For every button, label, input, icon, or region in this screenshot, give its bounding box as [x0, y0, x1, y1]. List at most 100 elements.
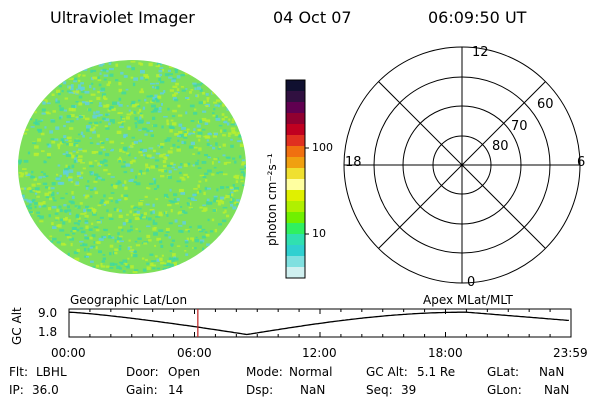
- earth-speckle: [135, 212, 140, 216]
- earth-speckle: [97, 79, 102, 82]
- earth-speckle: [84, 222, 89, 224]
- earth-speckle: [154, 98, 158, 101]
- earth-speckle: [94, 191, 99, 195]
- earth-speckle: [85, 205, 90, 208]
- earth-speckle: [62, 221, 66, 225]
- earth-speckle: [176, 75, 181, 79]
- earth-speckle: [172, 97, 177, 101]
- time-label: 06:09:50 UT: [428, 8, 527, 27]
- earth-speckle: [82, 149, 87, 153]
- earth-speckle: [34, 145, 39, 149]
- mlt-label-12: 12: [472, 45, 489, 60]
- earth-speckle: [86, 253, 92, 256]
- earth-speckle: [40, 119, 44, 122]
- earth-speckle: [77, 158, 83, 162]
- earth-speckle: [73, 251, 79, 255]
- earth-speckle: [130, 225, 133, 228]
- earth-speckle: [61, 242, 66, 246]
- earth-speckle: [166, 196, 169, 198]
- earth-speckle: [64, 139, 69, 141]
- earth-speckle: [188, 206, 193, 209]
- earth-speckle: [109, 67, 114, 71]
- earth-speckle: [24, 171, 28, 175]
- earth-speckle: [171, 239, 175, 242]
- earth-speckle: [112, 184, 118, 188]
- earth-speckle: [229, 201, 233, 204]
- earth-speckle: [150, 134, 154, 137]
- earth-speckle: [164, 73, 170, 77]
- earth-speckle: [57, 224, 62, 228]
- earth-speckle: [155, 198, 159, 201]
- earth-speckle: [131, 67, 135, 71]
- earth-speckle: [130, 265, 134, 269]
- earth-speckle: [95, 177, 98, 181]
- earth-speckle: [123, 75, 128, 78]
- earth-speckle: [161, 103, 163, 106]
- earth-speckle: [193, 247, 197, 250]
- earth-speckle: [183, 136, 188, 139]
- earth-speckle: [119, 209, 122, 213]
- earth-speckle: [198, 138, 201, 142]
- earth-speckle: [25, 173, 31, 176]
- earth-speckle: [68, 107, 74, 112]
- earth-speckle: [221, 200, 225, 205]
- earth-speckle: [140, 154, 146, 157]
- earth-speckle: [242, 184, 246, 187]
- earth-speckle: [89, 137, 92, 139]
- earth-speckle: [69, 237, 74, 241]
- earth-speckle: [174, 257, 179, 261]
- earth-speckle: [116, 208, 119, 212]
- earth-speckle: [96, 142, 100, 145]
- earth-speckle: [68, 78, 73, 80]
- earth-speckle: [236, 140, 241, 143]
- earth-speckle: [83, 194, 86, 197]
- earth-speckle: [84, 195, 88, 199]
- earth-speckle: [206, 243, 210, 247]
- earth-speckle: [152, 177, 156, 181]
- earth-speckle: [98, 83, 102, 87]
- earth-speckle: [160, 175, 165, 178]
- earth-speckle: [142, 172, 146, 175]
- earth-speckle: [92, 266, 96, 268]
- earth-speckle: [100, 178, 105, 181]
- earth-speckle: [205, 179, 208, 182]
- earth-speckle: [57, 143, 61, 147]
- earth-speckle: [193, 112, 198, 115]
- earth-speckle: [177, 212, 182, 215]
- earth-speckle: [110, 192, 115, 194]
- earth-speckle: [219, 171, 223, 174]
- earth-speckle: [26, 187, 32, 191]
- earth-speckle: [199, 88, 203, 92]
- earth-speckle: [73, 159, 77, 164]
- earth-speckle: [161, 169, 166, 173]
- earth-speckle: [105, 200, 110, 204]
- timeline-xtick-label: 06:00: [177, 346, 212, 360]
- earth-speckle: [164, 139, 167, 143]
- earth-speckle: [108, 122, 111, 126]
- colorbar-tick-10: 10: [312, 227, 326, 240]
- earth-speckle: [40, 171, 44, 173]
- earth-speckle: [205, 233, 210, 237]
- gain-value: 14: [168, 383, 184, 397]
- earth-speckle: [87, 108, 92, 112]
- earth-speckle: [158, 77, 162, 81]
- earth-speckle: [137, 120, 141, 122]
- earth-speckle: [94, 160, 98, 162]
- earth-speckle: [98, 237, 104, 241]
- colorbar-segment: [286, 267, 305, 279]
- earth-speckle: [100, 263, 103, 267]
- earth-speckle: [225, 194, 230, 199]
- earth-speckle: [36, 211, 41, 214]
- earth-speckle: [74, 228, 80, 232]
- earth-speckle: [55, 98, 58, 102]
- gcalt-value: 5.1 Re: [417, 365, 456, 379]
- earth-speckle: [114, 248, 119, 251]
- earth-speckle: [45, 111, 50, 113]
- earth-speckle: [203, 100, 206, 104]
- earth-speckle: [224, 120, 228, 124]
- earth-speckle: [170, 119, 174, 122]
- earth-speckle: [99, 140, 103, 143]
- earth-speckle: [69, 87, 74, 91]
- earth-speckle: [120, 142, 124, 144]
